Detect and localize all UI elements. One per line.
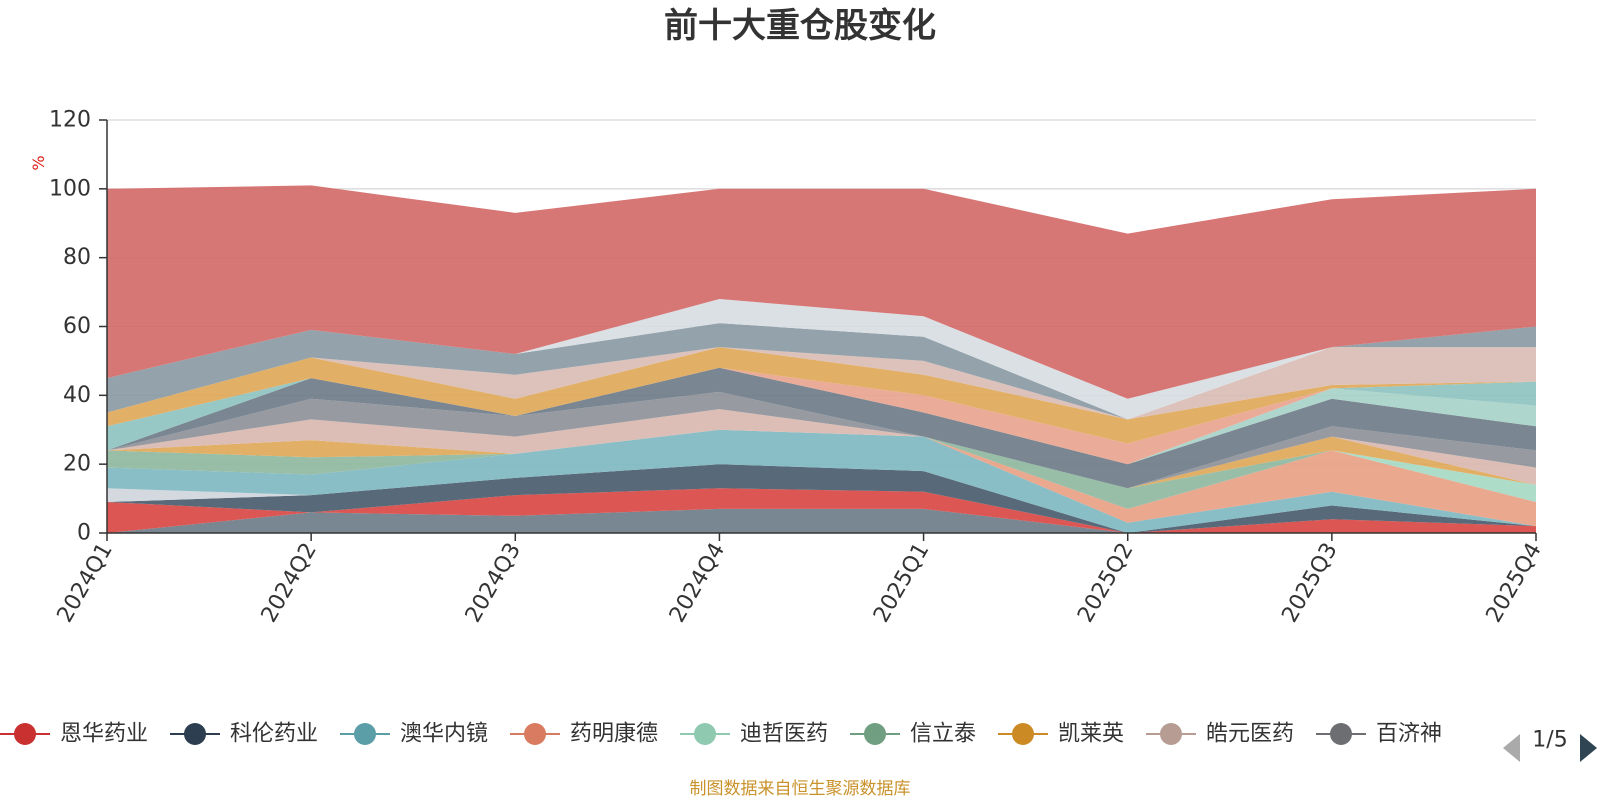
area-万泰生物[interactable]	[107, 323, 1536, 420]
legend-item[interactable]: 恩华药业	[0, 722, 148, 747]
legend-marker-icon	[864, 723, 886, 745]
area-凯莱英[interactable]	[107, 429, 1536, 489]
area-科伦药业[interactable]	[107, 464, 1536, 533]
axes	[106, 120, 1536, 534]
y-tick-labels: 0 20 40 60 80 100 120	[49, 108, 91, 546]
y-tick-label: 40	[63, 383, 91, 408]
legend-item[interactable]: 迪哲医药	[680, 722, 828, 747]
area-百济神州[interactable]	[107, 391, 1536, 489]
x-tick-label: 2024Q2	[257, 539, 322, 627]
y-tick-label: 80	[63, 245, 91, 270]
y-tick-label: 20	[63, 452, 91, 477]
legend-item[interactable]: 科伦药业	[170, 722, 318, 747]
area-凯因科技[interactable]	[107, 347, 1536, 444]
legend-item[interactable]: 百济神	[1316, 722, 1442, 747]
x-tick-label: 2025Q4	[1482, 539, 1547, 627]
legend-marker-icon	[14, 723, 36, 745]
x-tick-label: 2025Q1	[869, 539, 934, 627]
chart-title: 前十大重仓股变化	[664, 6, 936, 46]
legend-marker-icon	[354, 723, 376, 745]
data-source-note: 制图数据来自恒生聚源数据库	[690, 779, 911, 799]
legend-label: 澳华内镜	[400, 722, 488, 747]
legend-prev-icon[interactable]	[1503, 734, 1520, 762]
x-tick-label: 2024Q3	[461, 539, 526, 627]
area-药明康德[interactable]	[107, 429, 1536, 527]
area-恩华药业[interactable]	[107, 488, 1536, 533]
x-tick-label: 2024Q1	[53, 539, 118, 627]
legend-item[interactable]: 信立泰	[850, 722, 976, 747]
area-人福医药[interactable]	[107, 367, 1536, 489]
stacked-areas	[107, 185, 1536, 533]
legend-label: 科伦药业	[230, 722, 318, 747]
legend-next-icon[interactable]	[1580, 734, 1597, 762]
legend-pager: 1/5	[1503, 728, 1597, 762]
y-axis-unit: %	[29, 155, 48, 170]
legend-item[interactable]: 皓元医药	[1146, 722, 1294, 747]
area-爱尔眼科[interactable]	[107, 299, 1536, 420]
x-tick-label: 2024Q4	[665, 539, 730, 627]
y-tick-label: 0	[77, 521, 91, 546]
area-澳华内镜[interactable]	[107, 429, 1536, 533]
area-皓元医药[interactable]	[107, 409, 1536, 489]
legend-item[interactable]: 凯莱英	[998, 722, 1124, 747]
legend-marker-icon	[524, 723, 546, 745]
legend-item[interactable]: 澳华内镜	[340, 722, 488, 747]
legend-item[interactable]: 药明康德	[510, 722, 658, 747]
legend-label: 药明康德	[570, 722, 658, 747]
area-信立泰[interactable]	[107, 429, 1536, 509]
area-其他[interactable]	[107, 185, 1536, 399]
x-tick-labels: 2024Q1 2024Q2 2024Q3 2024Q4 2025Q1 2025Q2 2025…	[53, 539, 1547, 627]
area-新诺威[interactable]	[107, 508, 1536, 533]
legend-label: 恩华药业	[60, 722, 148, 747]
area-恒瑞医药[interactable]	[107, 367, 1536, 465]
legend-marker-icon	[1330, 723, 1352, 745]
legend-label: 凯莱英	[1058, 722, 1124, 747]
legend-marker-icon	[1012, 723, 1034, 745]
x-tick-label: 2025Q2	[1073, 539, 1138, 627]
y-tick-label: 100	[49, 176, 91, 201]
y-tick-label: 60	[63, 314, 91, 339]
legend-label: 信立泰	[910, 722, 976, 747]
legend-page-indicator: 1/5	[1532, 728, 1567, 753]
legend-label: 皓元医药	[1206, 722, 1294, 747]
legend-marker-icon	[694, 723, 716, 745]
legend-label: 迪哲医药	[740, 722, 828, 747]
legend: 恩华药业 科伦药业 澳华内镜 药明康德 迪哲医药 信立泰 凯莱英 皓元医药 百济神	[0, 722, 1442, 747]
legend-marker-icon	[184, 723, 206, 745]
legend-label: 百济神	[1376, 722, 1442, 747]
area-智飞生物[interactable]	[107, 347, 1536, 420]
y-tick-label: 120	[49, 108, 91, 133]
legend-marker-icon	[1160, 723, 1182, 745]
x-tick-label: 2025Q3	[1277, 539, 1342, 627]
